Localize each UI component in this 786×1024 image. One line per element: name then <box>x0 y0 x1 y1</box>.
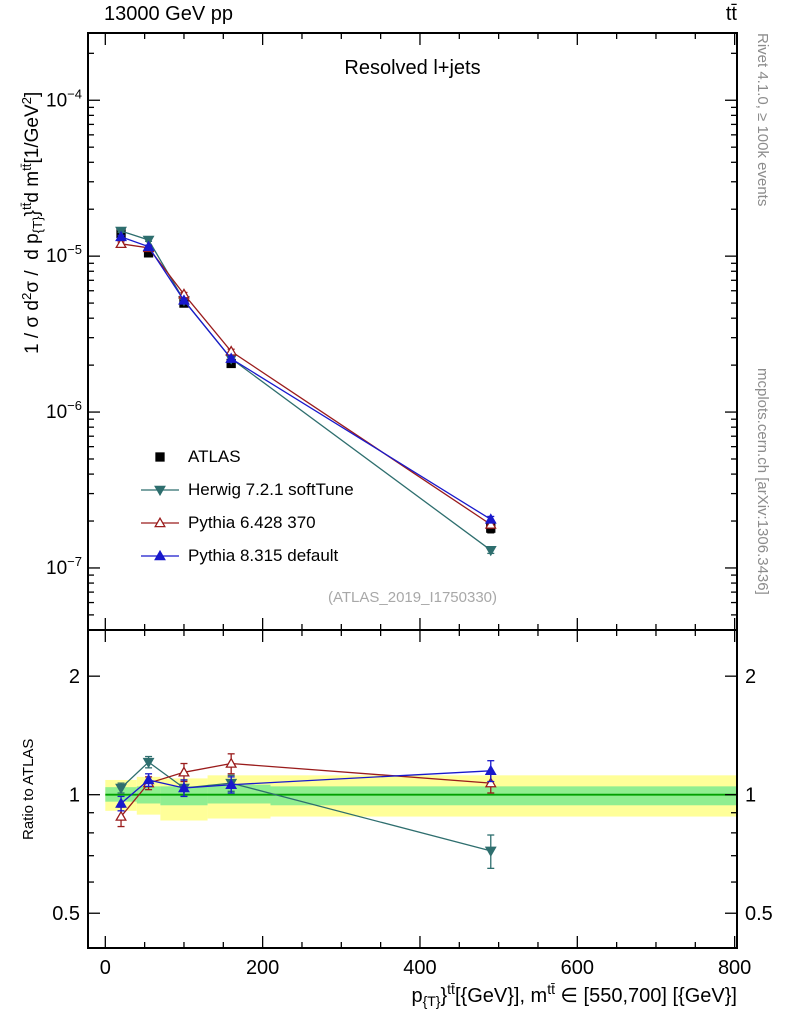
axes-ticks <box>88 33 737 948</box>
plot-title: Resolved l+jets <box>344 57 481 79</box>
x-axis-label: p{T}}tt̄[{GeV}], mtt̄ ∈ [550,700] [{GeV}… <box>411 981 737 1010</box>
pythia-6-428-370-marker-icon <box>141 516 179 527</box>
legend: ATLAS Herwig 7.2.1 softTune Pythia 6.428 3… <box>138 440 354 572</box>
label-segment: d m <box>22 170 43 203</box>
ratio-y-axis-label: Ratio to ATLAS <box>20 738 37 840</box>
series-pythia-8-315-default-main <box>115 230 497 524</box>
atlas-marker-icon <box>155 451 165 462</box>
svg-text:200: 200 <box>246 957 279 979</box>
label-segment: } <box>440 985 448 1007</box>
label-segment: 2 <box>18 292 34 301</box>
pythia-8-315-default-marker-icon <box>141 549 179 560</box>
series-pythia-8-315-default-ratio <box>115 760 497 812</box>
svg-text:0: 0 <box>100 957 111 979</box>
series-pythia-6-428-370-main <box>115 237 497 529</box>
herwig-7-2-1-softtune-marker-icon <box>141 485 179 496</box>
svg-text:600: 600 <box>561 957 594 979</box>
legend-item-label: ATLAS <box>188 446 241 466</box>
svg-text:10−4: 10−4 <box>46 86 82 111</box>
legend-item-pythia-8-315-default: Pythia 8.315 default <box>138 539 354 572</box>
svg-text:2: 2 <box>69 666 80 688</box>
label-segment: 1 / σ d <box>22 300 43 354</box>
label-segment: [1/GeV <box>22 104 43 164</box>
label-segment: {T} <box>29 216 45 234</box>
svg-text:0.5: 0.5 <box>745 903 773 925</box>
svg-text:0.5: 0.5 <box>52 903 80 925</box>
legend-item-atlas: ATLAS <box>138 440 354 473</box>
svg-text:1: 1 <box>69 785 80 807</box>
legend-item-label: Pythia 8.315 default <box>188 545 339 565</box>
svg-text:800: 800 <box>718 957 751 979</box>
label-segment: 2 <box>18 96 34 105</box>
label-segment: {T} <box>422 993 441 1010</box>
beam-energy-label: 13000 GeV pp <box>104 3 233 25</box>
svg-text:10−5: 10−5 <box>46 242 82 267</box>
label-segment: tt̄ <box>18 163 34 171</box>
legend-item-label: Herwig 7.2.1 softTune <box>188 479 354 499</box>
panel-frames <box>87 32 738 949</box>
svg-text:10−6: 10−6 <box>46 398 82 423</box>
ratio-uncertainty-bands <box>105 775 737 821</box>
label-segment: ∈ [550,700] [{GeV}] <box>555 985 737 1007</box>
mcplots-caption: mcplots.cern.ch [arXiv:1306.3436] <box>754 368 771 595</box>
rivet-version-caption: Rivet 4.1.0, ≥ 100k events <box>754 33 771 207</box>
label-segment: [{GeV}], m <box>454 985 548 1007</box>
svg-text:1: 1 <box>745 785 756 807</box>
label-segment: tt̄ <box>447 981 455 998</box>
main-y-axis-label: 1 / σ d2σ / d p{T}}tt̄d mtt̄[1/GeV2] <box>18 92 45 354</box>
legend-item-herwig-7-2-1-softtune: Herwig 7.2.1 softTune <box>138 473 354 506</box>
svg-text:10−7: 10−7 <box>46 554 82 579</box>
axis-tick-labels: 0 200 400 600 800 10−4 10−5 10−6 10−7 2 2 1 1 0.5 0.5 <box>46 86 773 979</box>
label-segment: p <box>411 985 423 1007</box>
legend-item-pythia-6-428-370: Pythia 6.428 370 <box>138 506 354 539</box>
svg-text:2: 2 <box>745 666 756 688</box>
label-segment: σ / d p <box>22 233 43 293</box>
svg-text:400: 400 <box>403 957 436 979</box>
label-segment: tt̄ <box>547 981 555 998</box>
analysis-watermark: (ATLAS_2019_I1750330) <box>327 589 497 606</box>
process-label: tt̄ <box>725 3 737 25</box>
label-segment: tt̄ <box>18 202 34 210</box>
legend-item-label: Pythia 6.428 370 <box>188 512 316 532</box>
